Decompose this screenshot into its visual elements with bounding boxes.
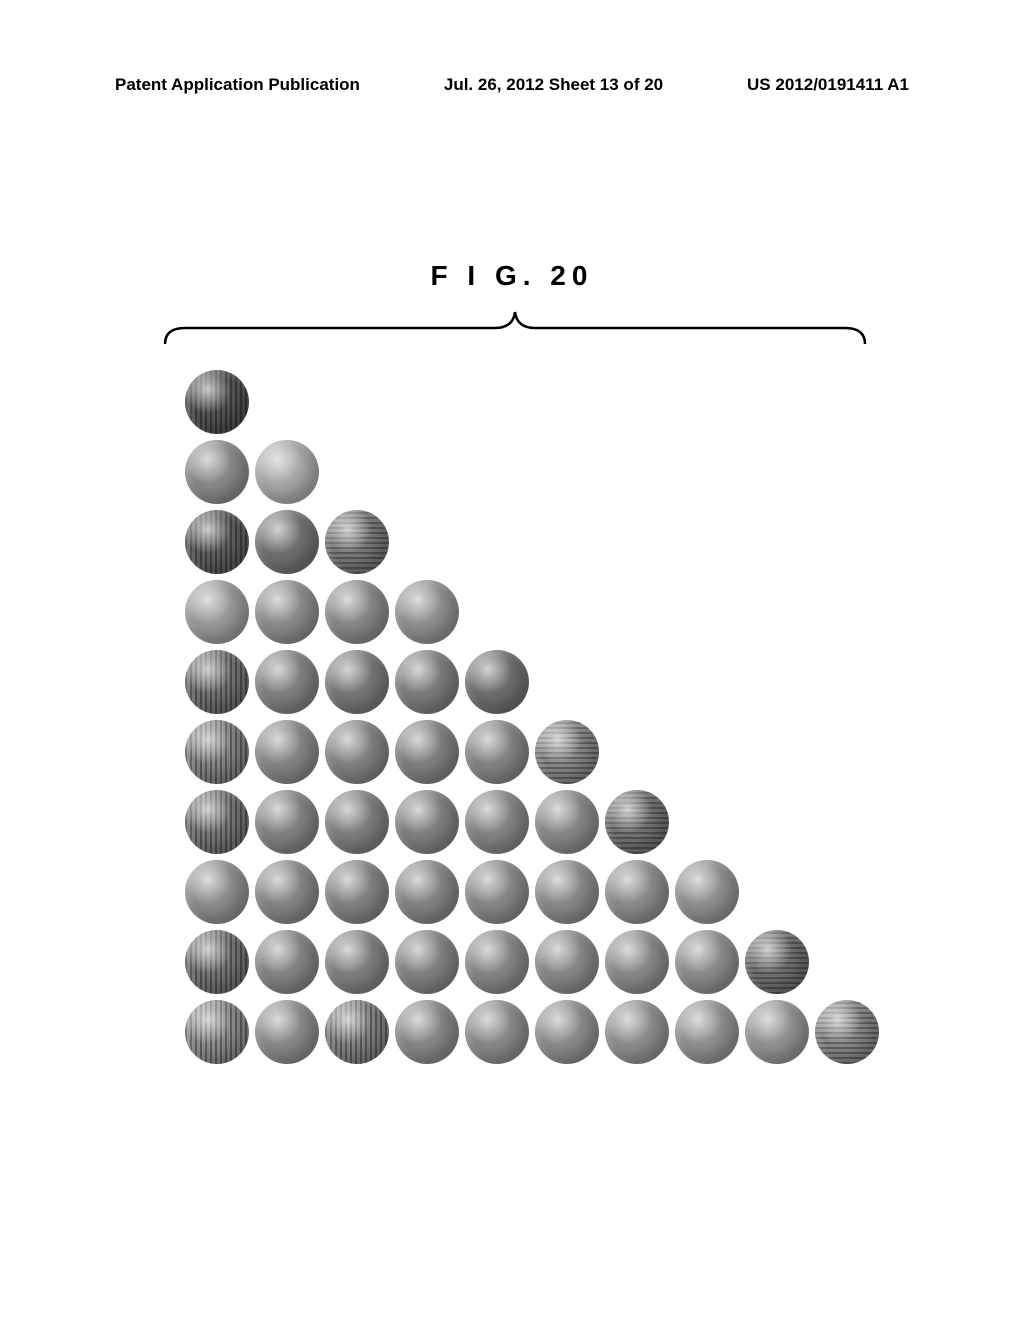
sphere	[605, 930, 669, 994]
sphere-triangle	[185, 370, 879, 1070]
sphere	[255, 720, 319, 784]
sphere	[185, 1000, 249, 1064]
sphere	[465, 790, 529, 854]
sphere	[535, 720, 599, 784]
sphere	[325, 860, 389, 924]
sphere	[745, 930, 809, 994]
sphere	[185, 650, 249, 714]
sphere	[535, 1000, 599, 1064]
sphere	[395, 930, 459, 994]
figure-title: F I G. 20	[0, 260, 1024, 292]
sphere	[185, 580, 249, 644]
sphere	[465, 930, 529, 994]
sphere	[185, 860, 249, 924]
sphere	[675, 860, 739, 924]
header-right: US 2012/0191411 A1	[747, 75, 909, 95]
sphere	[535, 790, 599, 854]
sphere-row	[185, 1000, 879, 1064]
sphere	[395, 580, 459, 644]
sphere	[325, 930, 389, 994]
sphere	[185, 370, 249, 434]
figure-brace	[155, 306, 875, 346]
sphere	[185, 510, 249, 574]
sphere-row	[185, 650, 879, 714]
sphere	[255, 790, 319, 854]
sphere	[255, 650, 319, 714]
sphere	[325, 1000, 389, 1064]
sphere-row	[185, 790, 879, 854]
sphere	[255, 440, 319, 504]
sphere-row	[185, 860, 879, 924]
sphere	[465, 720, 529, 784]
sphere	[185, 790, 249, 854]
sphere	[535, 860, 599, 924]
sphere	[325, 650, 389, 714]
sphere	[255, 1000, 319, 1064]
sphere	[255, 860, 319, 924]
sphere	[395, 860, 459, 924]
sphere	[605, 790, 669, 854]
sphere	[185, 440, 249, 504]
sphere	[325, 720, 389, 784]
header-left: Patent Application Publication	[115, 75, 360, 95]
sphere	[185, 720, 249, 784]
sphere-row	[185, 720, 879, 784]
sphere	[465, 650, 529, 714]
sphere	[395, 790, 459, 854]
sphere	[325, 510, 389, 574]
sphere-row	[185, 930, 879, 994]
page-header: Patent Application Publication Jul. 26, …	[0, 75, 1024, 95]
sphere	[255, 510, 319, 574]
sphere	[745, 1000, 809, 1064]
sphere-row	[185, 370, 879, 434]
sphere	[465, 860, 529, 924]
sphere	[255, 930, 319, 994]
sphere	[535, 930, 599, 994]
sphere	[815, 1000, 879, 1064]
sphere	[465, 1000, 529, 1064]
sphere	[325, 580, 389, 644]
sphere	[395, 1000, 459, 1064]
sphere	[185, 930, 249, 994]
sphere	[675, 1000, 739, 1064]
sphere	[605, 1000, 669, 1064]
sphere	[395, 650, 459, 714]
sphere	[395, 720, 459, 784]
sphere	[675, 930, 739, 994]
sphere	[325, 790, 389, 854]
sphere	[255, 580, 319, 644]
sphere	[605, 860, 669, 924]
sphere-row	[185, 440, 879, 504]
sphere-row	[185, 580, 879, 644]
sphere-row	[185, 510, 879, 574]
header-center: Jul. 26, 2012 Sheet 13 of 20	[444, 75, 663, 95]
